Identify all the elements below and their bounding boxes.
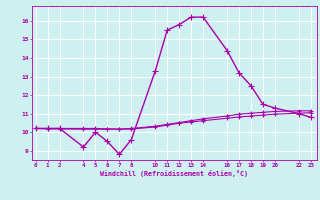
X-axis label: Windchill (Refroidissement éolien,°C): Windchill (Refroidissement éolien,°C) <box>100 170 248 177</box>
